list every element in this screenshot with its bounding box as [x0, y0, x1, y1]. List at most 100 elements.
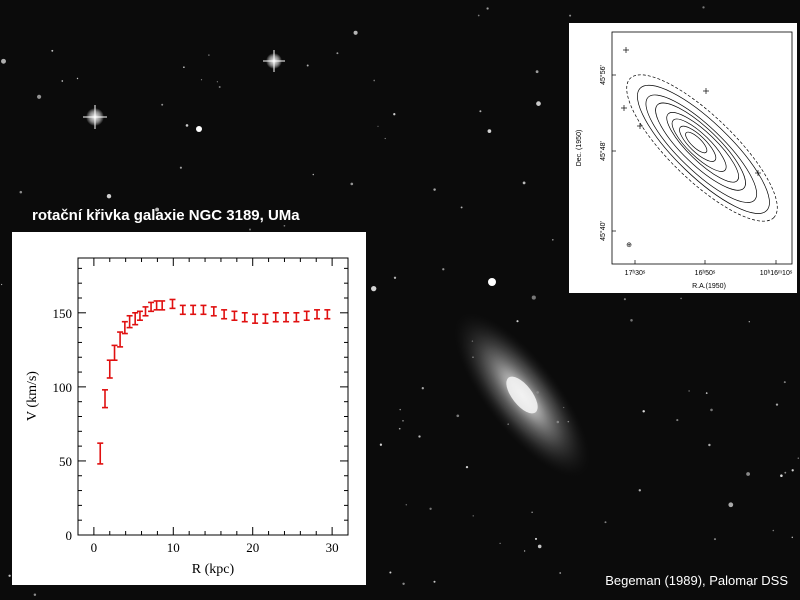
star [76, 77, 79, 80]
map-x-axis-label: R.A.(1950) [692, 283, 726, 290]
star [477, 14, 480, 17]
data-point [142, 306, 149, 317]
data-point [136, 310, 143, 322]
data-point [126, 314, 133, 329]
star [499, 542, 501, 545]
data-point [283, 312, 290, 323]
star [336, 52, 339, 55]
star [373, 79, 376, 82]
data-point [190, 304, 197, 316]
y-tick-label: 100 [53, 380, 73, 395]
star [623, 298, 626, 301]
star [748, 584, 751, 587]
star [218, 86, 221, 88]
star [536, 101, 541, 106]
contour-map-plot: 45°56'45°48'45°40'17ʰ30ˢ 16ʰ50ˢ 10ʰ16ᵐ10ˢ … [576, 31, 793, 290]
star [487, 129, 492, 133]
star [552, 239, 554, 241]
star [472, 515, 474, 517]
bright-star [196, 126, 202, 132]
star [0, 283, 3, 286]
plot-frame [77, 257, 349, 536]
star [429, 507, 432, 510]
star [350, 182, 354, 186]
star [534, 537, 538, 540]
x-tick-label: 0 [91, 540, 98, 555]
star [371, 285, 377, 292]
data-point [293, 312, 300, 323]
star [791, 536, 794, 539]
chart-title: rotační křivka galaxie NGC 3189, UMa [32, 207, 300, 224]
y-tick-label: 50 [59, 454, 72, 469]
star [708, 443, 711, 447]
star [377, 125, 379, 127]
data-point [324, 309, 331, 320]
data-point [102, 389, 108, 409]
star [642, 410, 645, 413]
star [569, 14, 572, 17]
map-x-tick-label: 16ʰ50ˢ [695, 270, 716, 277]
star [638, 489, 641, 492]
star [705, 392, 708, 394]
data-point [148, 301, 155, 313]
star [780, 474, 783, 477]
data-point [121, 320, 128, 335]
image-credit: Begeman (1989), Palomar DSS [605, 573, 788, 588]
star [398, 427, 401, 430]
data-point [153, 300, 160, 311]
star [531, 511, 533, 513]
data-point [159, 300, 166, 311]
star [775, 403, 779, 406]
star [433, 188, 436, 191]
star [702, 6, 705, 9]
contour-lines [626, 74, 778, 222]
data-point [179, 304, 186, 316]
star [8, 574, 11, 577]
star [522, 181, 526, 185]
star [433, 580, 436, 583]
y-tick-label: 150 [53, 306, 73, 321]
map-y-axis-label: Dec. (1950) [576, 130, 583, 167]
star [537, 544, 542, 549]
star [676, 419, 679, 422]
star [393, 113, 396, 116]
star [353, 30, 358, 35]
map-x-tick-label: 17ʰ30ˢ [625, 270, 646, 277]
star [399, 408, 401, 411]
star [465, 465, 469, 469]
star [516, 320, 519, 323]
x-tick-label: 10 [167, 540, 180, 555]
bright-star [263, 50, 285, 72]
star [559, 572, 562, 574]
star [783, 381, 786, 384]
star [306, 64, 309, 67]
data-point [221, 309, 228, 320]
data-point [272, 312, 279, 323]
y-tick-label: 0 [66, 528, 73, 543]
galaxy-image [454, 313, 590, 477]
y-axis-label: V (km/s) [25, 371, 40, 421]
map-y-tick-label: 45°48' [599, 141, 607, 161]
star [1, 58, 6, 64]
data-point [210, 306, 217, 317]
star [402, 582, 405, 585]
star [728, 502, 734, 508]
data-point [106, 359, 113, 379]
data-point [303, 310, 310, 322]
star [183, 66, 185, 69]
star [604, 521, 607, 524]
star [208, 54, 210, 56]
star [384, 137, 386, 140]
star [179, 166, 182, 169]
star [680, 297, 682, 300]
data-point [97, 442, 104, 465]
star [797, 457, 800, 459]
star [791, 469, 794, 472]
star [748, 321, 750, 323]
star [393, 276, 397, 279]
star [33, 593, 37, 597]
star [51, 49, 54, 52]
star [249, 228, 251, 231]
star [479, 110, 482, 113]
star [531, 295, 536, 300]
